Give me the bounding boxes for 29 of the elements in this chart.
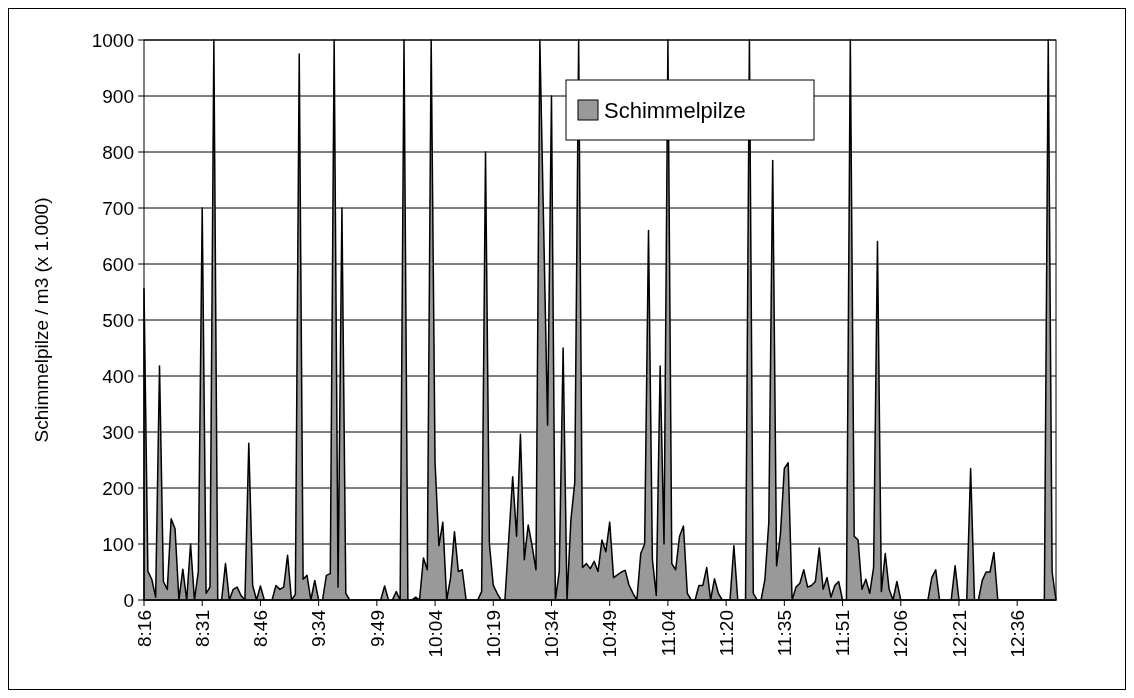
x-tick-label: 10:04 [424,609,446,658]
y-tick-label: 700 [102,197,134,219]
x-tick-label: 12:06 [890,610,912,658]
x-tick-label: 10:34 [541,609,563,658]
x-tick-label: 10:19 [482,610,504,658]
y-tick-label: 200 [102,477,134,499]
x-tick-label: 12:36 [1006,610,1028,658]
y-tick-label: 600 [102,253,134,275]
x-tick-label: 9:34 [308,609,330,647]
y-tick-label: 800 [102,141,134,163]
x-tick-label: 10:49 [599,610,621,658]
x-tick-label: 8:31 [191,610,213,647]
x-tick-label: 12:21 [948,610,970,658]
y-tick-label: 1000 [91,29,134,51]
x-tick-label: 11:35 [773,610,795,657]
y-tick-label: 900 [102,85,134,107]
y-tick-label: 0 [123,589,134,611]
y-axis-title: Schimmelpilze / m3 (x 1.000) [31,197,52,443]
legend-label: Schimmelpilze [604,97,746,123]
x-tick-label: 8:46 [250,610,272,647]
x-tick-label: 11:04 [657,609,679,657]
y-tick-label: 400 [102,365,134,387]
y-tick-label: 300 [102,421,134,443]
y-tick-label: 500 [102,309,134,331]
y-tick-label: 100 [102,533,134,555]
x-tick-label: 9:49 [366,610,388,647]
x-tick-label: 8:16 [133,610,155,647]
x-tick-label: 11:20 [715,610,737,657]
x-tick-label: 11:51 [832,610,854,657]
